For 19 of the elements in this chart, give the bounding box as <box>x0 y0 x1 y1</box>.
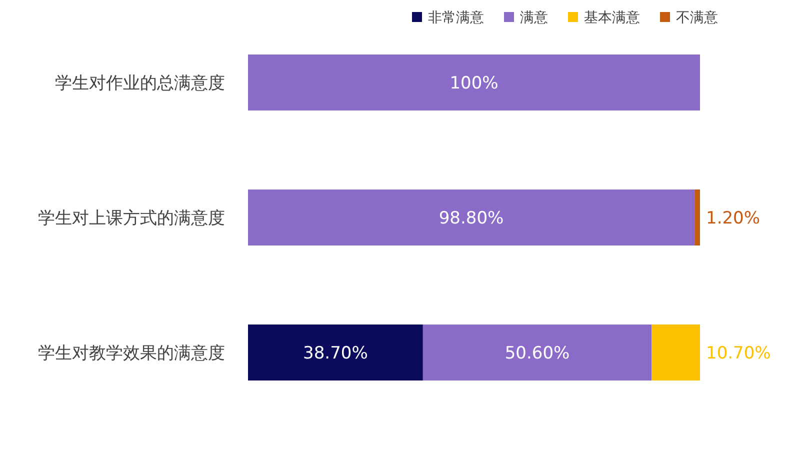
data-label: 50.60% <box>504 344 570 364</box>
bar <box>248 190 695 246</box>
y-tick-label: 学生对上课方式的满意度 <box>38 208 225 228</box>
bar <box>422 324 652 380</box>
y-tick-label: 学生对作业的总满意度 <box>55 74 225 94</box>
legend-label: 满意 <box>520 10 548 26</box>
data-label: 10.70% <box>706 344 771 364</box>
bar <box>248 54 700 110</box>
bar <box>694 190 700 246</box>
legend-label: 基本满意 <box>584 10 640 26</box>
legend-label: 不满意 <box>676 10 718 26</box>
data-label: 100% <box>450 74 498 94</box>
bar <box>248 324 423 380</box>
legend-label: 非常满意 <box>428 10 484 26</box>
data-label: 98.80% <box>438 208 504 228</box>
data-label: 38.70% <box>303 344 368 364</box>
y-tick-label: 学生对教学效果的满意度 <box>38 344 225 364</box>
data-label: 1.20% <box>706 208 760 228</box>
bar <box>652 324 700 380</box>
